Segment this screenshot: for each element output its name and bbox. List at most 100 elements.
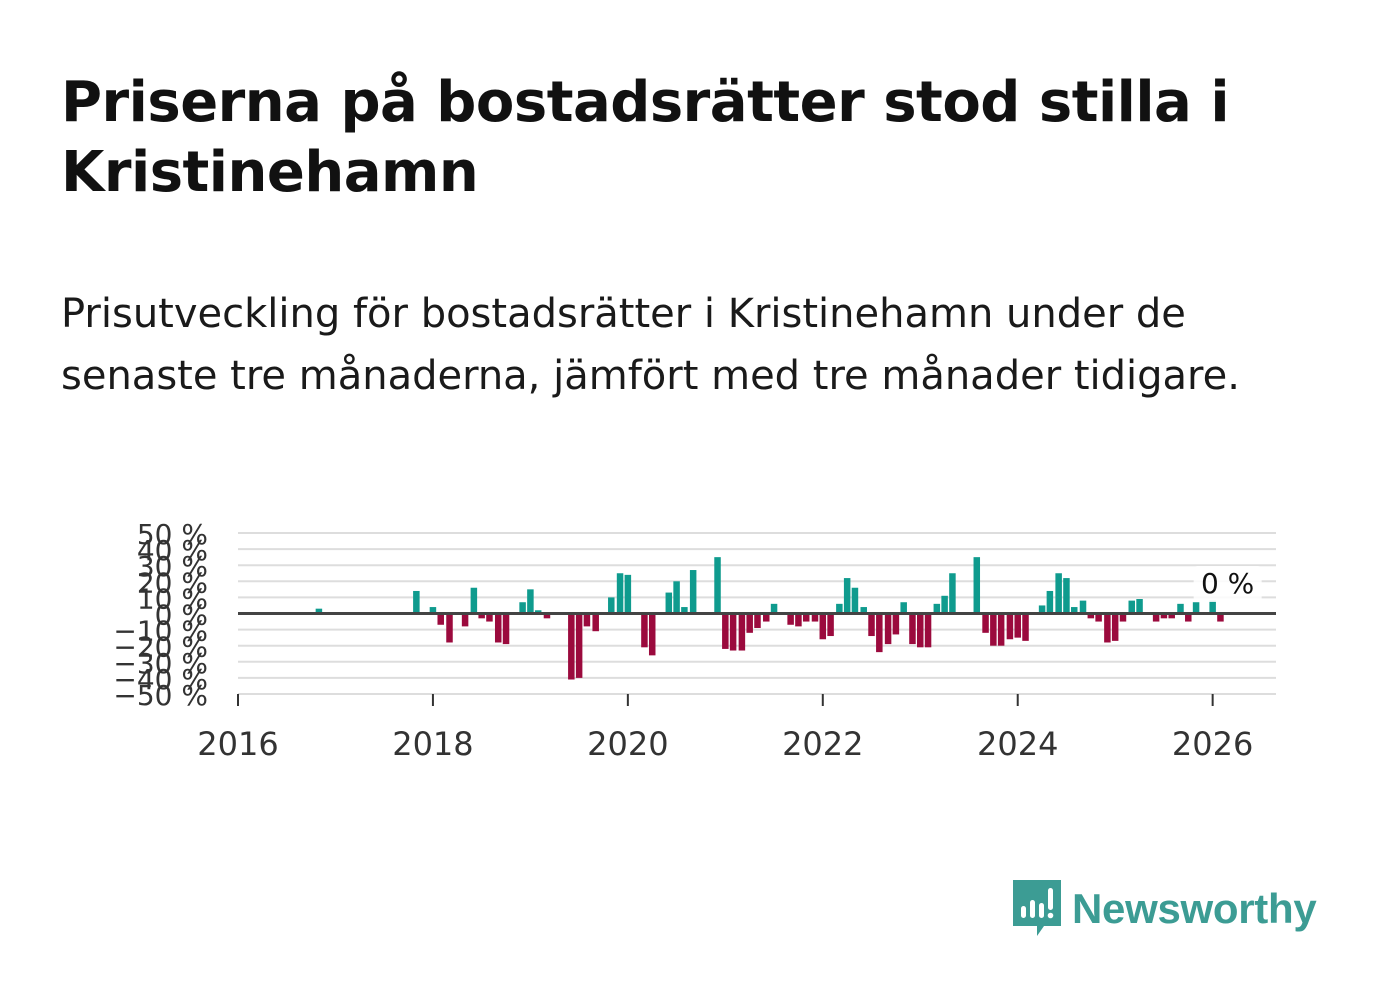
chart-title: Priserna på bostadsrätter stod stilla i … xyxy=(61,70,1230,205)
bar xyxy=(1038,605,1046,614)
newsworthy-logo[interactable]: Newsworthy xyxy=(1010,878,1317,940)
bar xyxy=(787,613,794,625)
y-tick-label: 10 % xyxy=(137,582,208,615)
bar xyxy=(924,613,932,648)
bar xyxy=(413,590,420,614)
bar xyxy=(868,613,875,637)
y-tick-label: −50 % xyxy=(113,679,208,712)
bar xyxy=(714,557,721,614)
bar xyxy=(1119,613,1127,622)
x-tick-label: 2018 xyxy=(392,725,473,763)
bar xyxy=(673,581,680,614)
bar xyxy=(941,595,948,614)
bar xyxy=(1209,600,1216,614)
bar xyxy=(802,613,810,622)
bar xyxy=(1095,613,1102,622)
bar xyxy=(519,602,526,614)
x-tick-label: 2024 xyxy=(977,725,1058,763)
bar xyxy=(1168,613,1175,619)
bar xyxy=(811,613,819,622)
bar xyxy=(795,613,802,627)
bar xyxy=(1087,613,1095,619)
bar xyxy=(527,589,534,614)
bar xyxy=(722,613,729,649)
bar xyxy=(1014,613,1021,638)
x-tick-label: 2026 xyxy=(1172,725,1253,763)
bar xyxy=(949,573,956,614)
bar xyxy=(470,587,478,614)
bar-chart: −50 %−40 %−30 %−20 %−10 %0 %10 %20 %30 %… xyxy=(113,518,1276,763)
bar xyxy=(1022,613,1029,641)
y-tick-label: −20 % xyxy=(113,631,208,664)
bar xyxy=(843,578,851,614)
bar xyxy=(827,613,834,637)
bar xyxy=(641,613,648,648)
bar xyxy=(1079,600,1087,614)
bar xyxy=(933,603,941,614)
bar xyxy=(1217,613,1224,622)
bar xyxy=(1160,613,1168,619)
bar xyxy=(446,613,453,643)
bar xyxy=(900,602,907,614)
y-tick-label: 0 % xyxy=(155,599,208,632)
x-tick-label: 2016 xyxy=(197,725,278,763)
bar xyxy=(543,613,551,619)
bar xyxy=(1111,613,1119,641)
bar xyxy=(876,613,883,653)
bar xyxy=(502,613,510,645)
annotation-label: 0 % xyxy=(1201,567,1254,600)
bar xyxy=(729,613,737,651)
bar xyxy=(1104,613,1111,643)
y-tick-label: 20 % xyxy=(137,566,208,599)
bar xyxy=(1006,613,1014,640)
annotation: 0 % xyxy=(1193,566,1262,602)
bar xyxy=(836,603,843,614)
bar xyxy=(1177,603,1184,614)
bar xyxy=(990,613,997,646)
bar xyxy=(860,607,867,614)
bar xyxy=(884,613,892,645)
bar xyxy=(917,613,924,648)
newsworthy-wordmark: Newsworthy xyxy=(1072,885,1317,932)
bar xyxy=(1055,573,1062,614)
y-axis-ticks: −50 %−40 %−30 %−20 %−10 %0 %10 %20 %30 %… xyxy=(113,518,208,712)
bar xyxy=(608,597,615,614)
y-tick-label: 50 % xyxy=(137,518,208,551)
bar xyxy=(624,574,632,614)
bar xyxy=(909,613,916,645)
annotation-background xyxy=(1193,566,1262,602)
bar xyxy=(429,607,437,614)
bar xyxy=(478,613,485,619)
bar xyxy=(1185,613,1192,622)
bar xyxy=(689,570,697,614)
bar xyxy=(315,608,323,614)
bar xyxy=(763,613,770,622)
newsworthy-logo-icon xyxy=(1013,880,1061,936)
bar xyxy=(592,613,599,632)
x-tick-label: 2020 xyxy=(587,725,668,763)
bar xyxy=(648,613,656,656)
bar xyxy=(1063,578,1070,614)
bar xyxy=(583,613,591,627)
bar xyxy=(534,610,542,614)
bar xyxy=(461,613,469,627)
bar xyxy=(486,613,493,622)
bar xyxy=(494,613,502,643)
x-axis: 2016 2018 2020 2022 2024 2026 xyxy=(197,693,1276,763)
bar xyxy=(982,613,989,633)
y-tick-label: −10 % xyxy=(113,615,208,648)
bar xyxy=(1192,602,1200,614)
bar xyxy=(681,607,688,614)
bar xyxy=(892,613,900,635)
bar xyxy=(819,613,827,640)
bar xyxy=(754,613,761,628)
bar xyxy=(575,613,583,678)
bar xyxy=(997,613,1005,646)
y-tick-label: −40 % xyxy=(113,663,208,696)
bar xyxy=(1046,590,1054,614)
bar xyxy=(568,613,575,680)
bars xyxy=(315,557,1224,680)
chart-subtitle: Prisutveckling för bostadsrätter i Krist… xyxy=(61,291,1240,399)
y-tick-label: −30 % xyxy=(113,647,208,680)
bar xyxy=(851,587,859,614)
